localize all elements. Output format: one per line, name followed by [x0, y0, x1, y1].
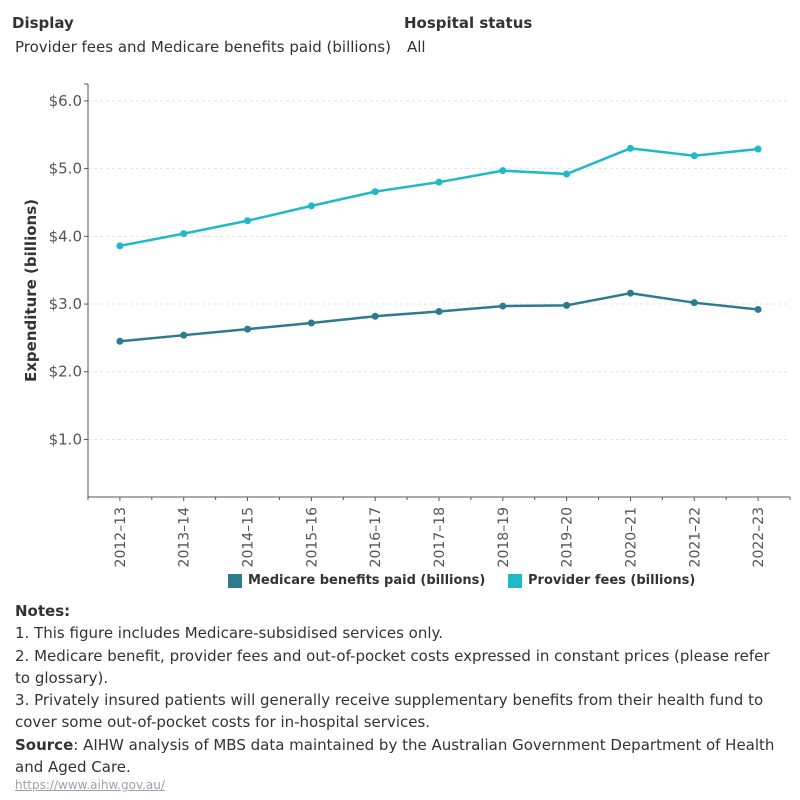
source-text: : AIHW analysis of MBS data maintained b… — [15, 735, 775, 777]
notes-section: Notes: 1. This figure includes Medicare-… — [15, 600, 785, 778]
aihw-link[interactable]: https://www.aihw.gov.au/ — [15, 778, 165, 792]
data-point — [690, 152, 698, 160]
x-tick-label: 2022–23 — [751, 507, 767, 567]
series-line-1 — [119, 147, 759, 248]
x-tick-label: 2020–21 — [623, 507, 639, 567]
source-line: Source: AIHW analysis of MBS data mainta… — [15, 734, 785, 779]
x-tick-label: 2019–20 — [560, 507, 576, 567]
hospital-status-filter-label: Hospital status — [404, 14, 533, 32]
y-tick-label: $6.0 — [49, 92, 82, 110]
x-tick-label: 2012–13 — [113, 507, 129, 567]
data-point — [690, 299, 698, 307]
note-1: 1. This figure includes Medicare-subsidi… — [15, 624, 444, 643]
data-point — [116, 242, 124, 250]
data-point — [499, 302, 507, 310]
x-tick-label: 2013–14 — [177, 507, 193, 568]
data-point — [371, 188, 379, 196]
legend-item-medicare[interactable]: Medicare benefits paid (billions) — [228, 573, 485, 588]
data-point — [307, 319, 315, 327]
notes-heading: Notes: — [15, 602, 71, 620]
data-point — [307, 202, 315, 210]
data-point — [563, 170, 571, 178]
y-tick-label: $1.0 — [49, 430, 82, 448]
legend-label-provider: Provider fees (billions) — [528, 573, 696, 588]
y-tick-label: $4.0 — [49, 227, 82, 245]
data-point — [116, 337, 124, 345]
data-point — [371, 312, 379, 320]
line-chart: $1.0 $2.0 $3.0 $4.0 $5.0 $6.0 Expenditure (bil… — [22, 83, 791, 568]
data-point — [563, 301, 571, 309]
data-point — [180, 230, 188, 238]
note-3: 3. Privately insured patients will gener… — [15, 691, 764, 732]
y-tick-label: $2.0 — [49, 363, 82, 381]
legend-swatch-medicare — [228, 573, 242, 588]
data-point — [435, 178, 443, 186]
series-line-0 — [119, 291, 759, 343]
legend-item-provider[interactable]: Provider fees (billions) — [508, 573, 695, 588]
data-point — [435, 307, 443, 315]
data-point — [626, 289, 634, 297]
data-point — [244, 325, 252, 333]
data-point — [754, 305, 762, 313]
x-tick-label: 2021–22 — [687, 507, 703, 567]
hospital-status-filter-value[interactable]: All — [407, 38, 426, 56]
display-filter-label: Display — [12, 14, 74, 32]
x-tick-label: 2016–17 — [368, 507, 384, 567]
data-point — [626, 144, 634, 152]
display-filter-value[interactable]: Provider fees and Medicare benefits paid… — [15, 38, 391, 56]
x-tick-label: 2014–15 — [241, 507, 257, 567]
data-point — [244, 217, 252, 225]
y-tick-label: $5.0 — [49, 160, 82, 178]
x-tick-label: 2018–19 — [496, 507, 512, 567]
note-2: 2. Medicare benefit, provider fees and o… — [15, 646, 770, 687]
x-tick-label: 2015–16 — [304, 507, 320, 568]
data-point — [754, 145, 762, 153]
y-axis-title: Expenditure (billions) — [22, 199, 40, 382]
y-tick-label: $3.0 — [49, 295, 82, 313]
source-label: Source — [15, 735, 74, 754]
legend-swatch-provider — [508, 573, 522, 588]
data-point — [180, 331, 188, 339]
x-tick-label: 2017–18 — [432, 507, 448, 567]
data-point — [499, 167, 507, 175]
legend-label-medicare: Medicare benefits paid (billions) — [248, 573, 486, 588]
